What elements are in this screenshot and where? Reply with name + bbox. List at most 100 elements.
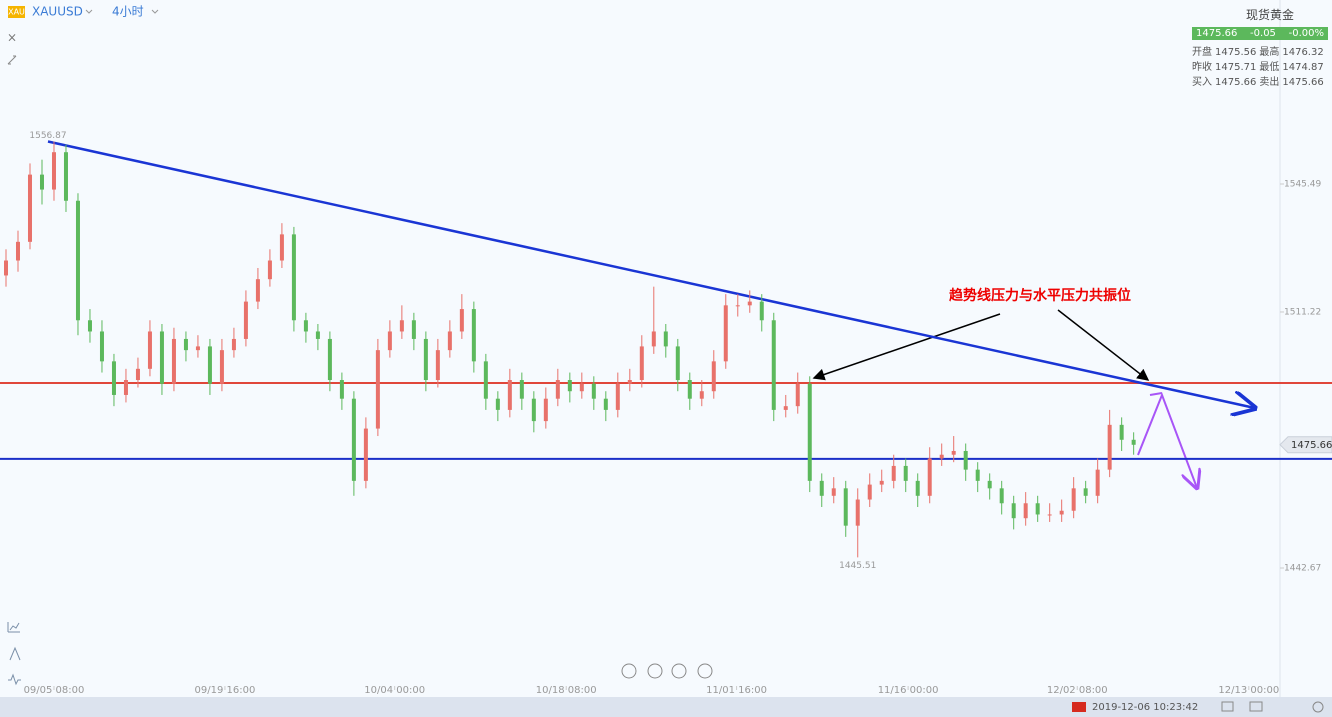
candle-body	[411, 320, 416, 339]
last-price-label: 1475.66	[1291, 440, 1332, 451]
dropdown[interactable]	[151, 9, 159, 14]
candle-body	[147, 331, 152, 369]
last-price-tag	[1279, 436, 1332, 454]
candle-body	[891, 465, 896, 481]
pointer-arrow	[812, 313, 1001, 381]
quote-key: 卖出	[1259, 77, 1280, 88]
symbol-icon	[8, 6, 25, 18]
expand-icon[interactable]	[7, 55, 17, 65]
candle-body	[975, 469, 980, 481]
candle-body	[507, 380, 512, 410]
candle-body	[327, 338, 332, 381]
candle-body	[243, 301, 248, 339]
quote-key: 买入	[1192, 77, 1212, 88]
quote-change-pct: -0.00%	[1288, 28, 1324, 39]
candle-body	[939, 454, 944, 459]
candle-body	[639, 346, 644, 381]
candle-body	[183, 338, 188, 351]
candle-body	[15, 241, 20, 261]
quote-name: 现货黄金	[1245, 8, 1294, 22]
quote-key: 昨收	[1192, 62, 1212, 73]
candle-body	[567, 380, 572, 392]
y-tick-label: 1442.67	[1284, 563, 1321, 573]
candle-body	[351, 398, 356, 481]
high-label: 1556.87	[29, 131, 66, 141]
candle-body	[543, 398, 548, 422]
candle-body	[1083, 488, 1088, 496]
candle-body	[279, 234, 284, 261]
left-tools[interactable]	[7, 622, 21, 686]
candle-body	[999, 488, 1004, 504]
candle-body	[519, 380, 524, 399]
candle-body	[483, 361, 488, 399]
quote-row: 昨收 1475.71 最低 1474.87	[1192, 58, 1328, 73]
candle-body	[303, 320, 308, 332]
candle-body	[555, 380, 560, 399]
candle-body	[963, 450, 968, 470]
forecast-arrow	[1137, 392, 1197, 488]
quote-row: 开盘 1475.56 最高 1476.32	[1192, 43, 1328, 58]
x-tick-label: 09/05 08:00	[24, 685, 85, 696]
candle-body	[951, 450, 956, 455]
quote-panel: 现货黄金 1475.66 -0.05 -0.00% 开盘 1475.56 最高 1476.…	[1192, 6, 1328, 88]
candle-body	[987, 480, 992, 489]
candle-body	[75, 200, 80, 321]
candle-body	[1131, 439, 1136, 445]
x-tick-label: 10/18 08:00	[536, 685, 597, 696]
candle-body	[399, 320, 404, 332]
forecast-arrow	[1149, 392, 1163, 396]
annotation: 趋势线压力与水平压力共振位	[949, 287, 1131, 304]
nav-buttons[interactable]	[621, 663, 713, 679]
quote-value: 1475.66	[1282, 77, 1324, 88]
quote-key: 最高	[1259, 47, 1280, 58]
status-time: 2019-12-06 10:23:42	[1092, 702, 1198, 713]
x-tick-label: 10/04 00:00	[364, 685, 425, 696]
candle-body	[819, 480, 824, 496]
candle-body	[579, 383, 584, 392]
interval[interactable]: 4小时	[112, 5, 144, 19]
candle-body	[87, 320, 92, 332]
low-label: 1445.51	[839, 561, 876, 571]
x-tick-label: 11/01 16:00	[706, 685, 767, 696]
quote-value: 1476.32	[1282, 47, 1324, 58]
symbol[interactable]: XAUUSD	[32, 5, 83, 19]
candle-body	[315, 331, 320, 339]
candle-body	[255, 279, 260, 302]
candle-body	[123, 380, 128, 395]
quote-key: 开盘	[1192, 47, 1212, 58]
x-tick-label: 09/19 16:00	[195, 685, 256, 696]
candle-body	[1107, 424, 1112, 470]
x-tick-label: 12/02 08:00	[1047, 685, 1108, 696]
candle-body	[1071, 488, 1076, 511]
candle-body	[375, 350, 380, 429]
candle-body	[627, 380, 632, 384]
trendline	[47, 140, 1255, 408]
candle-body	[135, 368, 140, 381]
quote-last: 1475.66	[1196, 28, 1238, 39]
candle-body	[711, 361, 716, 392]
candle-body	[723, 305, 728, 362]
candle-body	[207, 346, 212, 384]
candle-body	[1011, 503, 1016, 519]
candle-body	[771, 320, 776, 410]
candle-body	[759, 301, 764, 321]
candle-body	[1095, 469, 1100, 496]
candle-body	[675, 346, 680, 381]
candle-body	[1023, 503, 1028, 519]
candle-body	[219, 350, 224, 384]
dropdown[interactable]	[85, 9, 93, 14]
candle-body	[339, 380, 344, 399]
candle-body	[699, 391, 704, 399]
candle-body	[1119, 424, 1124, 440]
candle-body	[363, 428, 368, 481]
status-icons[interactable]	[1221, 701, 1324, 713]
candle-body	[651, 331, 656, 347]
candle-body	[831, 488, 836, 496]
candle-body	[1059, 510, 1064, 515]
candle-body	[663, 331, 668, 347]
candle-body	[99, 331, 104, 362]
close-icon[interactable]: ×	[7, 31, 17, 45]
candle-body	[447, 331, 452, 351]
